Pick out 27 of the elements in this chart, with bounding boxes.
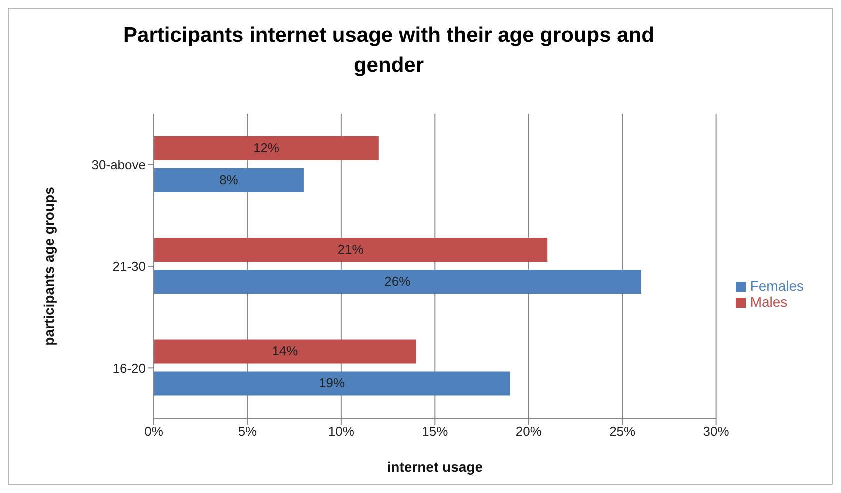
bar	[154, 136, 379, 160]
bar	[154, 270, 642, 294]
data-label: 14%	[272, 344, 299, 359]
bar	[154, 340, 416, 364]
y-axis-title: participants age groups	[40, 186, 57, 346]
y-tick-label: 30-above	[92, 157, 146, 172]
bar	[154, 372, 510, 396]
data-label: 12%	[253, 140, 280, 156]
y-tick-label: 16-20	[112, 360, 146, 376]
x-tick-label: 5%	[238, 424, 258, 440]
legend-label: Males	[750, 294, 788, 310]
y-tick-label: 21-30	[112, 259, 146, 274]
data-label: 26%	[384, 274, 412, 290]
chart-title: Participants internet usage with their age groups and gender	[122, 23, 656, 79]
x-tick-label: 15%	[422, 424, 449, 440]
x-tick-label: 30%	[703, 424, 730, 440]
data-label: 19%	[319, 376, 346, 391]
x-tick-label: 0%	[144, 424, 164, 440]
x-tick-label: 20%	[516, 424, 542, 440]
x-tick-label: 10%	[328, 424, 355, 440]
x-axis-title: internet usage	[387, 459, 484, 475]
bar	[154, 168, 304, 192]
bar	[154, 238, 548, 262]
data-label: 8%	[220, 172, 239, 188]
data-label: 21%	[338, 242, 364, 258]
x-tick-label: 25%	[610, 424, 636, 440]
legend-label: Females	[750, 278, 804, 294]
